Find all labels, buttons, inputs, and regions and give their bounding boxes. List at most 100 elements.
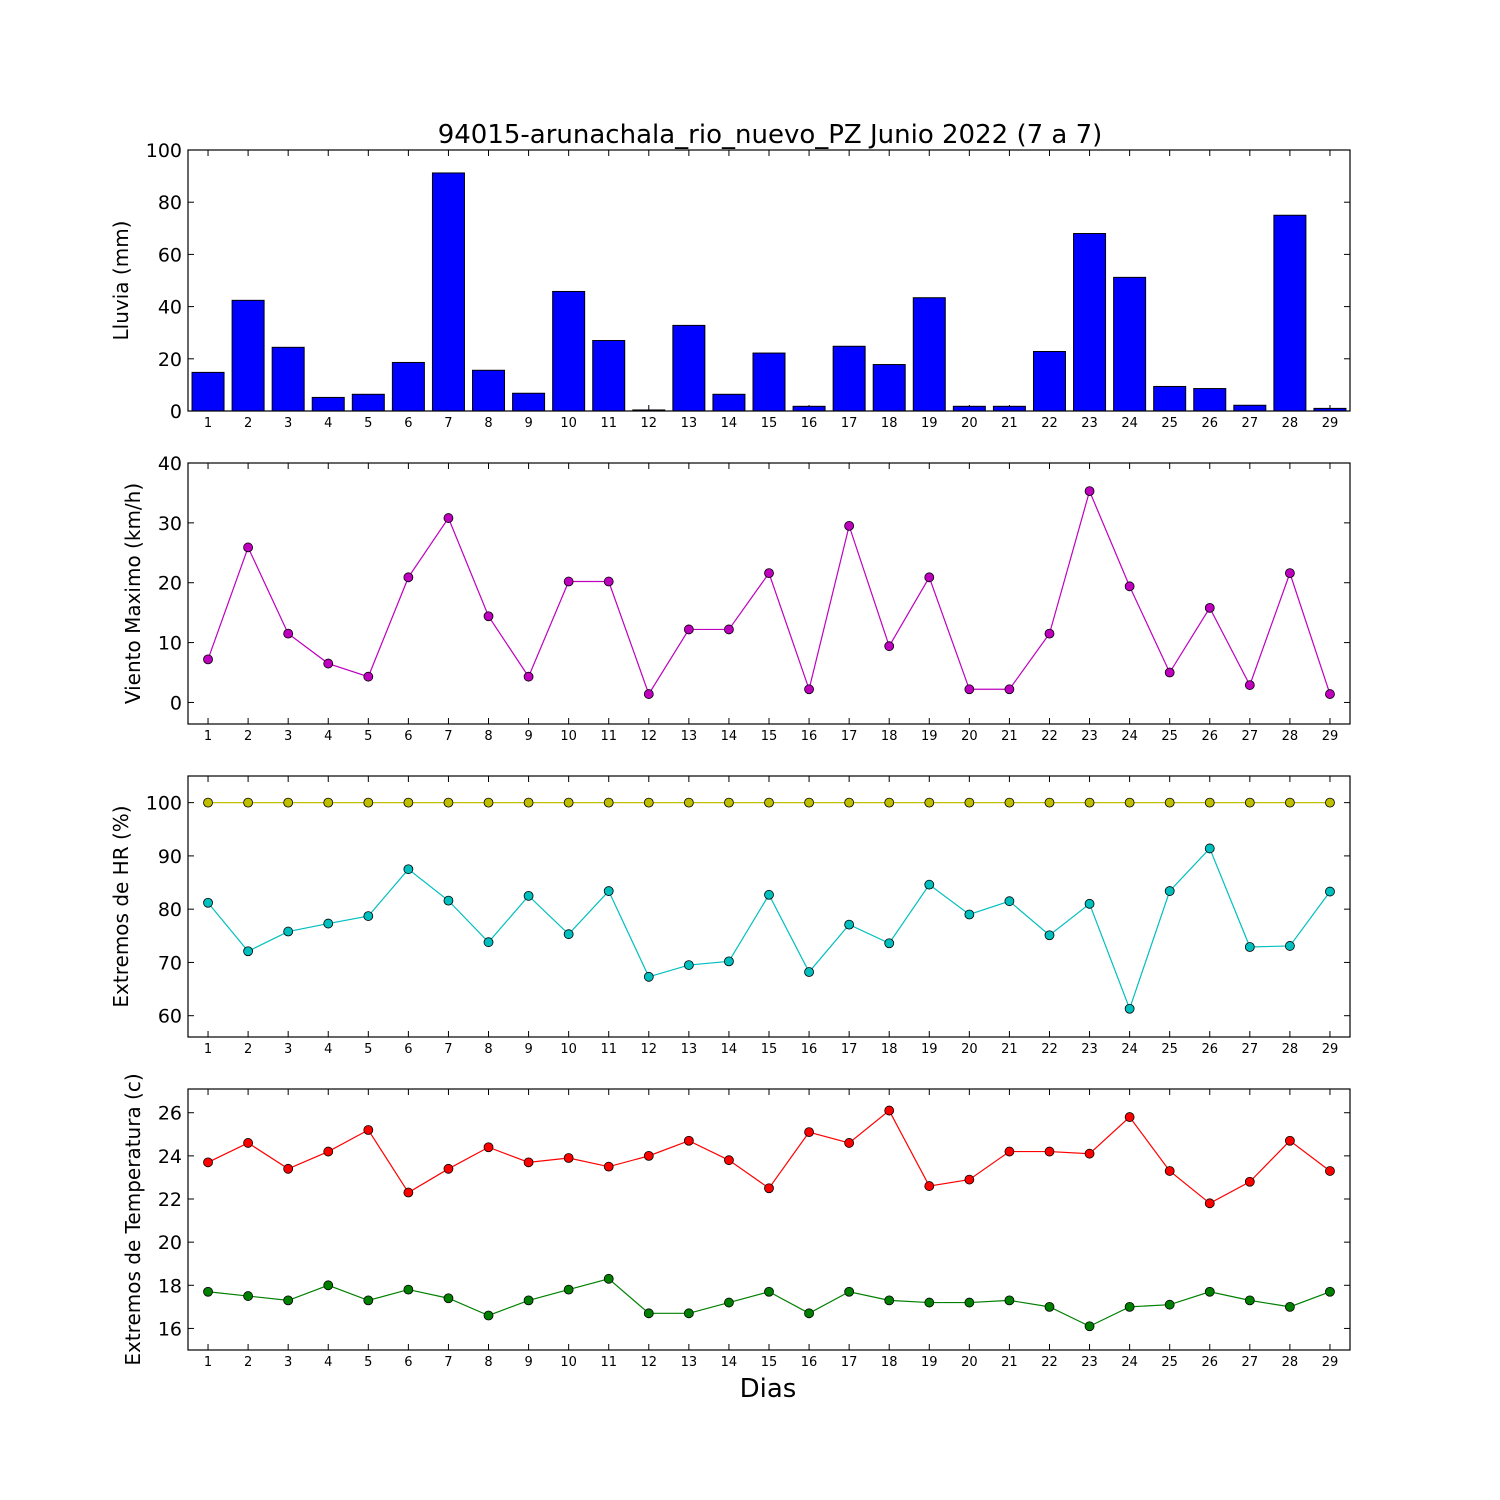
- data-point: [964, 1174, 975, 1185]
- data-point: [603, 1161, 614, 1172]
- x-tick-label: 20: [961, 729, 978, 744]
- x-tick-label: 20: [961, 1042, 978, 1057]
- x-tick-label: 7: [444, 416, 452, 431]
- x-tick-label: 12: [641, 1355, 658, 1370]
- data-point: [1044, 628, 1055, 639]
- x-tick-label: 17: [841, 729, 858, 744]
- data-point: [1204, 1198, 1215, 1209]
- x-tick-label: 22: [1041, 729, 1058, 744]
- data-point: [924, 1181, 935, 1191]
- data-point: [1164, 1166, 1175, 1176]
- bar: [1113, 276, 1147, 412]
- x-tick-label: 24: [1121, 729, 1138, 744]
- x-tick-label: 9: [524, 1355, 532, 1370]
- x-tick-label: 11: [600, 1355, 617, 1370]
- data-point: [804, 797, 814, 808]
- data-point: [1284, 797, 1295, 808]
- bar: [472, 369, 506, 412]
- data-point: [603, 886, 614, 896]
- x-tick-label: 14: [721, 1355, 738, 1370]
- data-point: [243, 797, 254, 808]
- x-tick-label: 13: [681, 1042, 698, 1057]
- data-point: [643, 797, 654, 808]
- x-tick-label: 23: [1081, 416, 1098, 431]
- data-point: [283, 628, 294, 639]
- y-axis-label: Extremos de HR (%): [109, 805, 133, 1007]
- x-tick-label: 21: [1001, 1355, 1018, 1370]
- data-point: [1124, 581, 1135, 592]
- x-tick-label: 2: [244, 416, 252, 431]
- bar: [912, 297, 946, 412]
- data-point: [323, 797, 334, 808]
- data-point: [1124, 1301, 1135, 1312]
- data-point: [1284, 568, 1295, 579]
- x-tick-label: 26: [1201, 416, 1218, 431]
- data-point: [323, 1280, 334, 1291]
- data-point: [523, 797, 534, 808]
- bar: [191, 371, 225, 412]
- x-tick-label: 7: [444, 1042, 452, 1057]
- x-tick-label: 19: [921, 729, 938, 744]
- x-tick-label: 16: [801, 1042, 818, 1057]
- x-tick-label: 17: [841, 416, 858, 431]
- data-point: [243, 946, 254, 957]
- data-point: [1124, 1112, 1135, 1122]
- data-point: [203, 1286, 213, 1297]
- bar: [552, 290, 586, 412]
- bar: [311, 396, 345, 412]
- data-point: [1325, 886, 1335, 897]
- data-point: [924, 1297, 935, 1308]
- x-tick-label: 27: [1242, 729, 1259, 744]
- data-point: [363, 911, 374, 921]
- data-point: [283, 797, 294, 808]
- x-tick-label: 25: [1161, 1042, 1178, 1057]
- data-point: [764, 1286, 774, 1297]
- x-tick-label: 2: [244, 729, 252, 744]
- data-point: [924, 572, 935, 583]
- data-point: [764, 568, 774, 579]
- x-tick-label: 13: [681, 1355, 698, 1370]
- x-tick-label: 18: [881, 416, 898, 431]
- x-tick-label: 20: [961, 1355, 978, 1370]
- data-point: [884, 1295, 895, 1306]
- x-tick-label: 11: [600, 729, 617, 744]
- data-point: [403, 1187, 414, 1198]
- data-point: [403, 797, 414, 808]
- y-tick-label: 30: [158, 513, 182, 535]
- data-point: [403, 864, 414, 875]
- bar: [1193, 388, 1227, 412]
- x-tick-label: 8: [484, 1355, 492, 1370]
- data-point: [643, 689, 654, 699]
- data-point: [1204, 797, 1215, 808]
- data-point: [683, 1308, 694, 1319]
- data-point: [563, 576, 574, 587]
- data-point: [683, 1135, 694, 1146]
- y-tick-label: 40: [158, 453, 182, 475]
- y-tick-label: 26: [158, 1103, 182, 1125]
- y-tick-label: 100: [146, 140, 182, 162]
- y-tick-label: 100: [146, 793, 182, 815]
- x-tick-label: 12: [641, 416, 658, 431]
- y-tick-label: 16: [158, 1318, 182, 1340]
- data-point: [203, 897, 213, 908]
- data-point: [844, 1286, 855, 1297]
- x-tick-label: 14: [721, 416, 738, 431]
- data-point: [1004, 1146, 1015, 1157]
- x-tick-label: 13: [681, 729, 698, 744]
- y-tick-label: 20: [158, 1232, 182, 1254]
- x-tick-label: 29: [1322, 729, 1339, 744]
- x-tick-label: 4: [324, 729, 332, 744]
- data-point: [844, 520, 855, 531]
- data-point: [1284, 1301, 1295, 1312]
- data-point: [643, 971, 654, 982]
- data-point: [363, 671, 374, 682]
- y-tick-label: 90: [158, 846, 182, 868]
- x-tick-label: 2: [244, 1042, 252, 1057]
- x-tick-label: 1: [204, 416, 212, 431]
- data-point: [323, 658, 334, 669]
- axes-frame: [187, 775, 1351, 1038]
- data-point: [203, 1157, 213, 1168]
- y-tick-label: 0: [170, 401, 182, 423]
- data-point: [243, 1291, 254, 1301]
